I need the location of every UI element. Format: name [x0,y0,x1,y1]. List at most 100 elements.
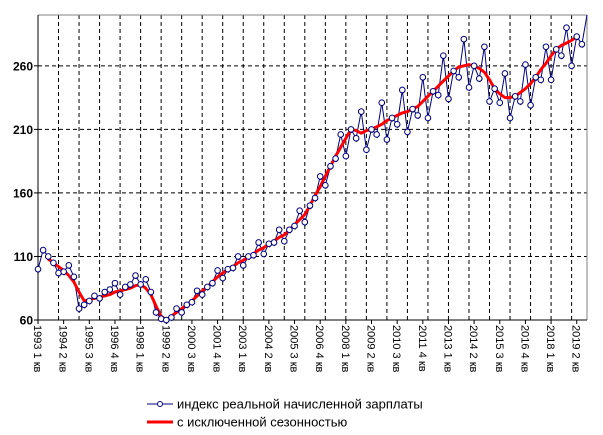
y-tick-label: 160 [13,186,33,200]
data-point [450,67,457,75]
data-point [50,259,57,267]
x-tick-label: 1998 1 кв [134,325,146,373]
data-point [229,264,237,272]
x-tick-label: 2000 3 кв [185,325,197,373]
data-point [280,237,288,245]
data-point [363,146,370,154]
data-point [465,84,473,91]
x-tick-label: 2004 2 кв [262,325,274,373]
data-point [65,262,73,269]
data-point [286,226,293,234]
data-point [301,218,309,226]
data-point [39,246,47,254]
data-point [419,73,427,81]
legend-label-raw: индекс реальной начисленной зарплаты [177,397,423,412]
data-point [127,281,134,288]
data-point [137,281,144,288]
data-point [516,98,524,105]
data-point [511,93,519,100]
data-point [234,253,242,260]
data-point [275,226,283,234]
data-point [481,43,488,51]
y-tick-label: 260 [13,59,33,73]
data-point [34,265,42,273]
data-point [96,295,103,302]
legend: индекс реальной начисленной зарплаты с и… [147,397,423,430]
x-tick-label: 2018 1 кв [544,325,556,373]
x-tick-label: 2006 4 кв [313,325,325,373]
data-point [168,314,175,321]
data-point [116,291,124,298]
x-tick-label: 2001 4 кв [211,325,223,373]
data-point [291,222,298,230]
data-point [429,87,437,95]
data-point [393,120,401,128]
data-point [388,114,396,122]
data-point [506,114,514,122]
data-point [568,62,575,70]
data-point [409,105,416,113]
data-point [142,276,150,283]
data-point [296,207,303,215]
data-point [455,73,463,81]
data-point [414,112,421,119]
data-point [327,162,334,170]
data-point [198,291,206,298]
data-point [219,274,227,282]
y-tick-label: 210 [13,123,33,137]
data-point [542,43,550,51]
data-point [316,173,324,180]
data-point [357,108,365,115]
data-point [368,126,375,133]
data-point [162,316,170,324]
x-tick-label: 2016 4 кв [518,325,530,373]
data-point [111,279,119,287]
series-line-seasonally-adjusted [46,35,579,322]
data-point [204,283,211,291]
data-point [434,91,442,99]
x-tick-label: 2005 3 кв [288,325,300,373]
x-tick-label: 1995 3 кв [82,325,94,373]
x-tick-labels: 1993 1 кв 1994 2 кв 1995 3 кв 1996 4 кв 1998… [31,325,582,373]
data-point [147,288,155,296]
x-tick-label: 1994 2 кв [57,325,69,373]
data-point [132,272,139,279]
data-point [342,152,350,160]
x-tick-label: 1996 4 кв [108,325,120,373]
data-point [214,267,221,274]
data-point [404,128,411,136]
x-tick-label: 1999 2 кв [159,325,171,373]
data-point [121,283,129,291]
data-point [193,287,201,295]
data-point [398,86,406,94]
series [34,14,588,324]
data-point [106,286,114,293]
data-point [424,114,432,122]
data-point [352,134,360,142]
y-tick-label: 110 [14,250,34,264]
data-point [547,76,555,84]
y-tick-label: 60 [20,314,34,328]
data-point [173,305,180,312]
x-tick-label: 2019 2 кв [570,325,582,373]
data-point [532,73,539,81]
data-point [563,24,570,32]
legend-marker-raw [157,401,163,407]
data-point [80,301,88,309]
axes [34,14,588,324]
x-tick-label: 2015 3 кв [493,325,505,373]
data-point [311,194,319,202]
y-tick-labels: 60 110 160 210 260 [13,59,33,327]
data-point [178,309,185,316]
data-point [60,268,67,276]
data-point [70,273,78,281]
data-point [373,131,380,138]
x-tick-label: 1993 1 кв [31,325,43,373]
data-point [445,95,452,103]
data-point [440,52,447,59]
data-point [260,250,268,258]
data-point [183,301,191,309]
x-tick-label: 2008 1 кв [339,325,351,373]
legend-label-sa: с исключенной сезонностью [177,415,348,430]
data-point [578,40,586,48]
